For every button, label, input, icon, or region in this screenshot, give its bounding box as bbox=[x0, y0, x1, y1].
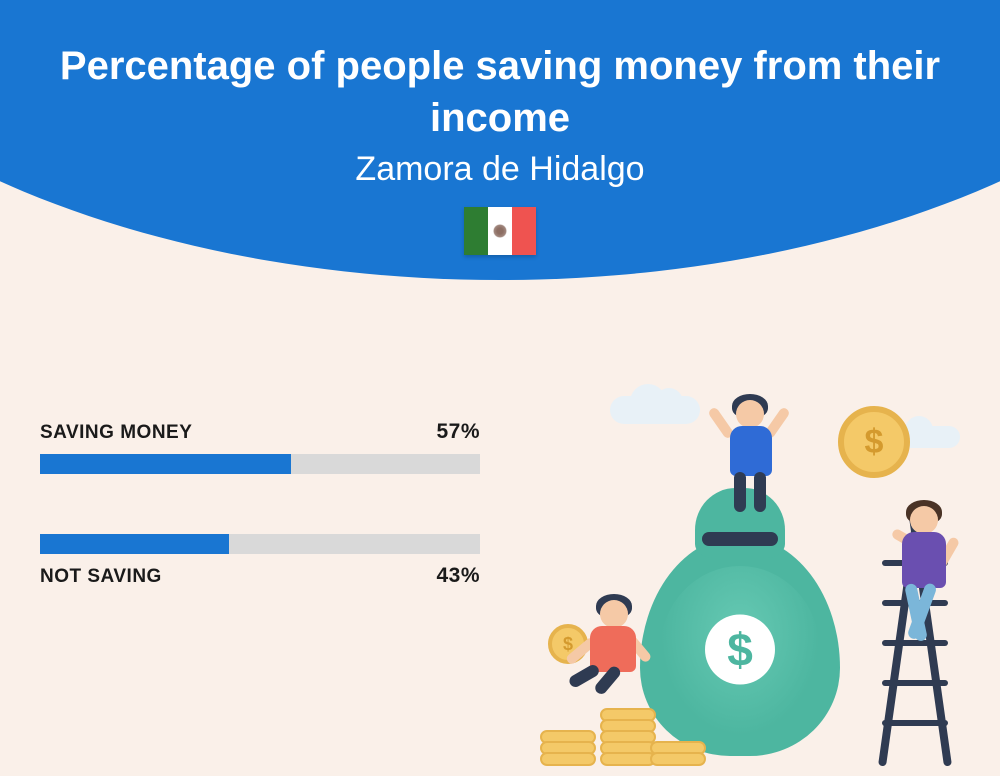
coin-stack-icon bbox=[600, 711, 656, 766]
bar-notsaving: NOT SAVING 43% bbox=[40, 534, 480, 588]
person-celebrating-icon bbox=[710, 386, 790, 516]
savings-illustration: $ $ $ bbox=[530, 376, 990, 776]
bar-saving-label-row: SAVING MONEY 57% bbox=[40, 420, 480, 444]
flag-stripe-white bbox=[488, 207, 512, 255]
flag-emblem-icon bbox=[493, 224, 507, 238]
coin-icon: $ bbox=[838, 406, 910, 478]
bar-saving-percent: 57% bbox=[436, 420, 480, 444]
coin-stack-icon bbox=[650, 744, 706, 766]
bar-notsaving-percent: 43% bbox=[436, 564, 480, 588]
header: Percentage of people saving money from t… bbox=[0, 0, 1000, 255]
bar-saving-label: SAVING MONEY bbox=[40, 422, 192, 444]
bars-chart: SAVING MONEY 57% NOT SAVING 43% bbox=[40, 420, 480, 648]
bar-notsaving-label-row: NOT SAVING 43% bbox=[40, 564, 480, 588]
bar-saving-track bbox=[40, 454, 480, 474]
person-sitting-icon: $ bbox=[560, 596, 650, 716]
bar-notsaving-label: NOT SAVING bbox=[40, 566, 162, 588]
coin-stack-icon bbox=[540, 733, 596, 766]
person-climbing-icon bbox=[880, 496, 970, 676]
bar-notsaving-fill bbox=[40, 534, 229, 554]
dollar-badge-icon: $ bbox=[705, 615, 775, 685]
bar-saving-fill bbox=[40, 454, 291, 474]
page-subtitle: Zamora de Hidalgo bbox=[0, 150, 1000, 189]
flag-stripe-green bbox=[464, 207, 488, 255]
bar-notsaving-track bbox=[40, 534, 480, 554]
flag-stripe-red bbox=[512, 207, 536, 255]
cloud-icon bbox=[610, 396, 700, 424]
mexico-flag-icon bbox=[464, 207, 536, 255]
moneybag-icon: $ bbox=[640, 536, 840, 756]
bar-saving: SAVING MONEY 57% bbox=[40, 420, 480, 474]
page-title: Percentage of people saving money from t… bbox=[0, 40, 1000, 144]
